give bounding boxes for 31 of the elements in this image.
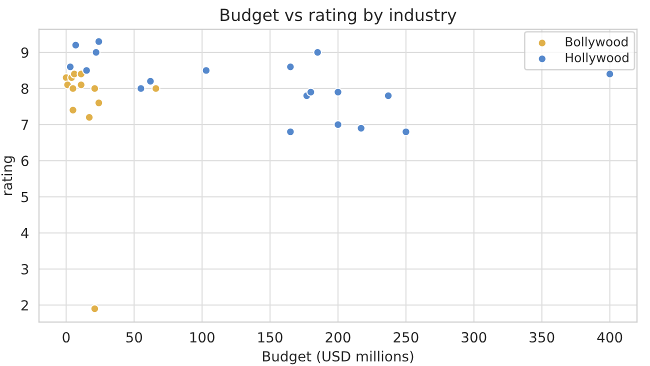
- y-tick-label: 7: [22, 120, 28, 130]
- point: [136, 84, 146, 93]
- x-axis-title: Budget (USD millions): [262, 350, 414, 364]
- y-tick-label: 3: [22, 264, 28, 274]
- point: [334, 88, 342, 97]
- point: [306, 88, 316, 97]
- point: [90, 84, 100, 93]
- legend-label: Bollywood: [566, 36, 628, 49]
- x-tick-label: 400: [597, 332, 622, 343]
- y-tick-label: 5: [22, 192, 28, 202]
- y-axis-title: rating: [1, 156, 15, 195]
- x-tick-label: 50: [126, 332, 142, 343]
- chart-title: Budget vs rating by industry: [220, 8, 456, 24]
- x-tick-label: 150: [258, 332, 282, 343]
- x-tick-label: 350: [530, 332, 554, 343]
- point: [151, 84, 160, 93]
- y-tick-label: 9: [21, 47, 28, 58]
- point: [384, 91, 393, 100]
- x-tick-label: 300: [462, 332, 486, 343]
- point: [68, 84, 78, 93]
- y-tick-label: 4: [21, 228, 28, 238]
- y-tick-label: 8: [21, 83, 28, 94]
- legend-label: Hollywood: [566, 52, 628, 65]
- y-tick-label: 2: [21, 300, 28, 310]
- x-tick-label: 0: [62, 332, 70, 343]
- x-tick-label: 250: [394, 332, 418, 343]
- x-tick-label: 100: [190, 332, 214, 343]
- y-tick-label: 6: [21, 156, 28, 166]
- point: [90, 304, 100, 314]
- x-tick-label: 200: [326, 332, 350, 343]
- point: [334, 120, 342, 130]
